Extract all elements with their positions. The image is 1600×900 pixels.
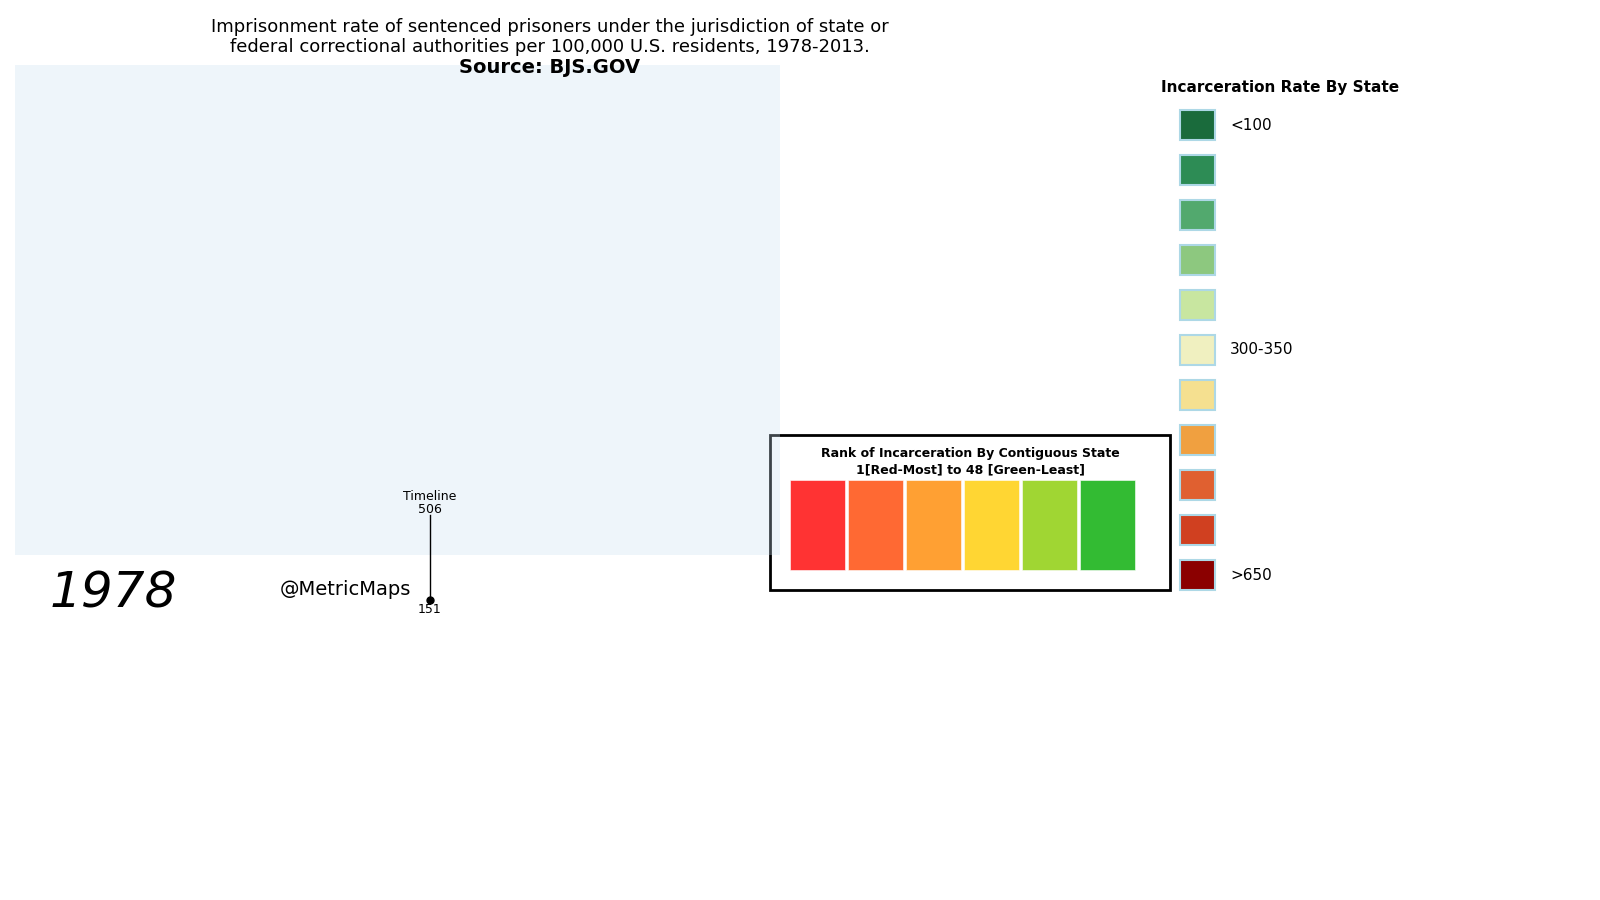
- Text: @MetricMaps: @MetricMaps: [280, 580, 411, 599]
- FancyBboxPatch shape: [14, 65, 781, 555]
- FancyBboxPatch shape: [1181, 110, 1214, 140]
- FancyBboxPatch shape: [1181, 245, 1214, 275]
- Bar: [963, 480, 1019, 570]
- FancyBboxPatch shape: [1181, 155, 1214, 185]
- FancyBboxPatch shape: [1181, 335, 1214, 365]
- FancyBboxPatch shape: [1181, 200, 1214, 230]
- Bar: [1022, 480, 1077, 570]
- FancyBboxPatch shape: [1181, 515, 1214, 545]
- FancyBboxPatch shape: [1181, 380, 1214, 410]
- FancyBboxPatch shape: [1181, 425, 1214, 455]
- Bar: [1080, 480, 1134, 570]
- Text: federal correctional authorities per 100,000 U.S. residents, 1978-2013.: federal correctional authorities per 100…: [230, 38, 870, 56]
- FancyBboxPatch shape: [770, 435, 1170, 590]
- Text: <100: <100: [1230, 118, 1272, 132]
- Text: 1[Red-Most] to 48 [Green-Least]: 1[Red-Most] to 48 [Green-Least]: [856, 463, 1085, 476]
- Bar: [790, 480, 845, 570]
- Text: 506: 506: [418, 503, 442, 516]
- Text: Timeline: Timeline: [403, 490, 456, 503]
- Bar: [906, 480, 962, 570]
- Bar: [848, 480, 902, 570]
- Text: >650: >650: [1230, 568, 1272, 582]
- Text: Incarceration Rate By State: Incarceration Rate By State: [1162, 80, 1398, 95]
- Text: 1978: 1978: [50, 570, 178, 618]
- FancyBboxPatch shape: [1181, 560, 1214, 590]
- FancyBboxPatch shape: [1181, 470, 1214, 500]
- FancyBboxPatch shape: [1181, 290, 1214, 320]
- Text: Source: BJS.GOV: Source: BJS.GOV: [459, 58, 640, 77]
- Text: 151: 151: [418, 603, 442, 616]
- Text: Rank of Incarceration By Contiguous State: Rank of Incarceration By Contiguous Stat…: [821, 447, 1120, 460]
- Text: Imprisonment rate of sentenced prisoners under the jurisdiction of state or: Imprisonment rate of sentenced prisoners…: [211, 18, 890, 36]
- Text: 300-350: 300-350: [1230, 343, 1293, 357]
